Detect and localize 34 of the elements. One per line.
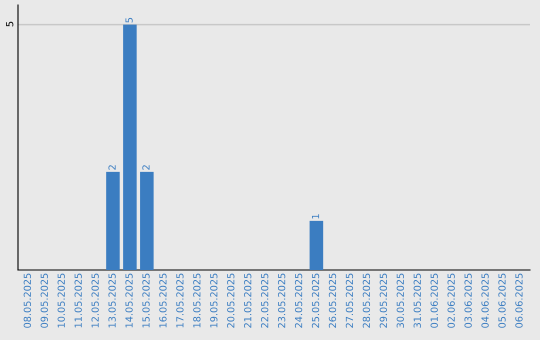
x-tick-label: 14.05.2025 [125,274,133,328]
x-tick-label: 26.05.2025 [328,274,336,328]
x-tick-label: 21.05.2025 [244,274,252,328]
x-tick-label: 01.06.2025 [430,274,438,328]
x-tick-label: 15.05.2025 [142,274,150,328]
x-tick-label: 05.06.2025 [498,274,506,328]
x-tick-label: 08.05.2025 [24,274,31,328]
x-tick-label: 13.05.2025 [108,274,116,328]
x-tick-label: 31.05.2025 [414,274,421,328]
x-tick-label: 20.05.2025 [227,274,234,328]
data-label: 1 [312,214,320,218]
x-tick-label: 27.05.2025 [346,274,354,328]
x-tick-label: 09.05.2025 [40,274,48,328]
x-tick-label: 16.05.2025 [159,274,167,328]
x-tick-label: 23.05.2025 [278,274,286,328]
x-tick-label: 03.06.2025 [464,274,472,328]
x-tick-label: 10.05.2025 [58,274,65,328]
x-tick-label: 29.05.2025 [380,274,388,328]
x-tick-label: 25.05.2025 [312,274,320,328]
x-tick-label: 19.05.2025 [210,274,218,328]
x-tick-label: 22.05.2025 [260,274,268,328]
x-tick-label: 11.05.2025 [74,274,82,328]
x-tick-label: 30.05.2025 [396,274,404,328]
x-tick-label: 24.05.2025 [294,274,302,328]
x-tick-label: 17.05.2025 [176,274,184,328]
x-tick-label: 28.05.2025 [362,274,370,328]
x-tick-label: 06.06.2025 [515,274,523,328]
data-label: 2 [142,165,150,170]
x-tick-label: 12.05.2025 [91,274,99,328]
data-label: 5 [125,18,133,22]
x-tick-label: 18.05.2025 [193,274,201,328]
data-label: 2 [108,165,116,170]
x-tick-label: 02.06.2025 [447,274,455,328]
x-tick-label: 04.06.2025 [481,274,489,328]
